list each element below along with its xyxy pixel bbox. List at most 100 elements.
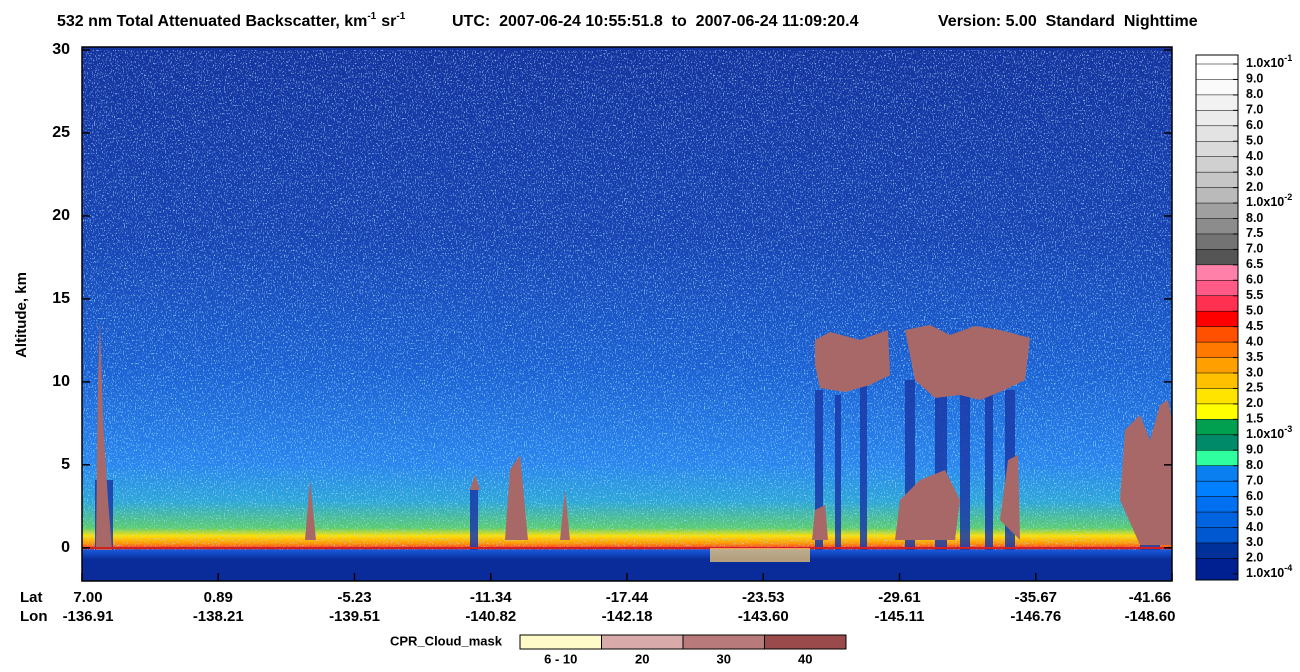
lon-label: -143.60 xyxy=(738,608,789,625)
surface-line xyxy=(82,547,1172,549)
colorbar-segment xyxy=(1195,94,1239,111)
colorbar-label-exponent: -3 xyxy=(1284,424,1292,434)
chart-title: 532 nm Total Attenuated Backscatter, km-… xyxy=(57,11,406,31)
clouds xyxy=(96,320,1172,550)
colorbar-label: 5.0 xyxy=(1246,303,1263,317)
y-tick-label: 25 xyxy=(52,124,70,141)
colorbar-segment xyxy=(1195,326,1239,343)
colorbar-label: 1.0x10-4 xyxy=(1246,563,1292,580)
colorbar-segment xyxy=(1195,171,1239,189)
y-tick-label: 5 xyxy=(61,456,70,473)
cloud-mask-label: 40 xyxy=(798,651,812,666)
title-exponent: -1 xyxy=(396,11,405,22)
colorbar-label: 6.0 xyxy=(1246,273,1263,287)
colorbar-label: 4.0 xyxy=(1246,520,1263,534)
colorbar-segment xyxy=(1195,187,1239,204)
colorbar-label: 3.0 xyxy=(1246,365,1263,379)
colorbar-segment xyxy=(1195,480,1239,498)
lon-label: -145.11 xyxy=(874,608,924,625)
cloud-mask-swatch xyxy=(601,634,684,650)
colorbar-label: 4.5 xyxy=(1246,319,1263,333)
lon-label: -138.21 xyxy=(193,608,244,625)
colorbar-segment xyxy=(1195,202,1239,220)
colorbar-segment xyxy=(1195,310,1239,328)
colorbar-segment xyxy=(1195,558,1239,575)
colorbar-label: 5.5 xyxy=(1246,288,1263,302)
title-unit: sr xyxy=(381,13,396,30)
title-text: 532 nm Total Attenuated Backscatter, km xyxy=(57,13,367,30)
colorbar-segment xyxy=(1195,341,1239,359)
lat-label: -5.23 xyxy=(337,589,371,606)
backscatter-field xyxy=(82,47,1172,51)
colorbar-label: 2.0 xyxy=(1246,396,1263,410)
colorbar-segment xyxy=(1195,280,1239,297)
cloud-mask-title: CPR_Cloud_mask xyxy=(390,633,503,648)
y-axis-label: Altitude, km xyxy=(13,272,30,358)
surface-return xyxy=(710,548,810,562)
colorbar-segment xyxy=(1195,388,1239,405)
cloud-mask-swatch xyxy=(682,634,765,650)
colorbar-label: 8.0 xyxy=(1246,87,1263,101)
lat-label: 0.89 xyxy=(204,589,233,606)
colorbar-label-text: 1.0x10 xyxy=(1246,195,1284,209)
lon-label: -140.82 xyxy=(465,608,516,625)
cloud-mask-label: 6 - 10 xyxy=(544,651,577,666)
colorbar-segment xyxy=(1195,79,1239,96)
colorbar-label: 4.0 xyxy=(1246,149,1263,163)
colorbar-label: 6.0 xyxy=(1246,118,1263,132)
colorbar-label: 1.5 xyxy=(1246,412,1263,426)
colorbar-segment xyxy=(1195,141,1239,158)
version: Version: 5.00 Standard Nighttime xyxy=(938,13,1198,30)
colorbar-segment xyxy=(1195,511,1239,529)
lat-label: -41.66 xyxy=(1129,589,1172,606)
y-tick-label: 10 xyxy=(52,373,70,390)
colorbar-label: 7.0 xyxy=(1246,473,1263,487)
colorbar-segment xyxy=(1195,264,1239,281)
y-tick-label: 20 xyxy=(52,207,70,224)
lon-label: -146.76 xyxy=(1010,608,1061,625)
colorbar-label: 3.5 xyxy=(1246,350,1263,364)
colorbar-label-exponent: -2 xyxy=(1284,192,1292,202)
colorbar-label: 9.0 xyxy=(1246,443,1263,457)
colorbar-segment xyxy=(1195,233,1239,250)
lat-label: -29.61 xyxy=(878,589,921,606)
cloud-mask-label: 20 xyxy=(635,651,649,666)
colorbar-label: 7.0 xyxy=(1246,103,1263,117)
colorbar-label-exponent: -1 xyxy=(1284,53,1292,63)
lat-label: 7.00 xyxy=(73,589,102,606)
colorbar-label: 1.0x10-2 xyxy=(1246,192,1292,209)
colorbar-label: 3.0 xyxy=(1246,535,1263,549)
colorbar-segment xyxy=(1195,496,1239,513)
cloud-mask-label: 30 xyxy=(717,651,731,666)
lat-label: -17.44 xyxy=(606,589,649,606)
colorbar-label: 9.0 xyxy=(1246,72,1263,86)
colorbar-segment xyxy=(1195,357,1239,374)
colorbar-segment xyxy=(1195,295,1239,312)
colorbar-label-exponent: -4 xyxy=(1284,563,1292,573)
cloud-mask-swatch xyxy=(519,634,602,650)
colorbar-segment xyxy=(1195,110,1239,127)
colorbar-segment xyxy=(1195,403,1239,420)
lon-label: -139.51 xyxy=(329,608,380,625)
colorbar-segment xyxy=(1195,450,1239,467)
colorbar-label: 7.5 xyxy=(1246,226,1263,240)
colorbar-label: 6.0 xyxy=(1246,489,1263,503)
y-tick-label: 30 xyxy=(52,41,70,58)
colorbar-segment xyxy=(1195,465,1239,482)
colorbar-label-text: 1.0x10 xyxy=(1246,56,1284,70)
lon-label: -136.91 xyxy=(63,608,114,625)
colorbar-label: 6.5 xyxy=(1246,257,1263,271)
colorbar-segment xyxy=(1195,156,1239,173)
colorbar-segment xyxy=(1195,249,1239,266)
cloud-mask-swatch xyxy=(764,634,847,650)
colorbar-segment xyxy=(1195,419,1239,436)
colorbar-segment xyxy=(1195,125,1239,142)
lon-label: -142.18 xyxy=(602,608,653,625)
lat-label: -11.34 xyxy=(470,589,512,606)
lon-title: Lon xyxy=(20,608,48,625)
title-exponent: -1 xyxy=(367,11,376,22)
lon-label: -148.60 xyxy=(1125,608,1176,625)
lat-label: -23.53 xyxy=(742,589,785,606)
colorbar-cap xyxy=(1196,573,1238,580)
